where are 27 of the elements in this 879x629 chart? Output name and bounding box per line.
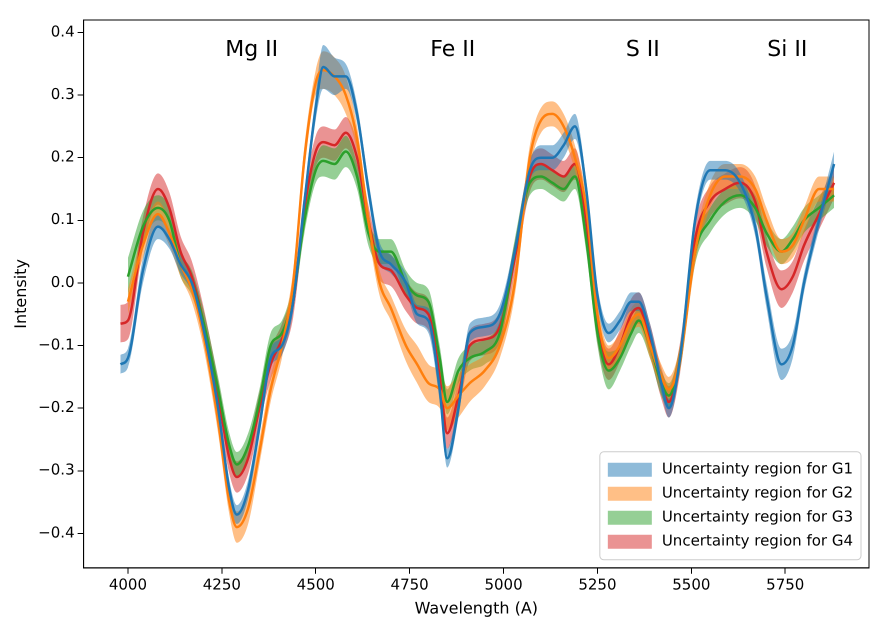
- x-axis-title: Wavelength (A): [414, 598, 538, 618]
- legend-label: Uncertainty region for G1: [662, 460, 853, 478]
- y-tick-label: −0.3: [38, 460, 75, 479]
- annotation: S II: [626, 36, 660, 62]
- y-tick-label: −0.1: [38, 335, 75, 354]
- x-tick-label: 4500: [296, 576, 335, 594]
- legend-label: Uncertainty region for G2: [662, 484, 853, 502]
- y-tick-label: 0.0: [50, 272, 75, 291]
- x-tick-label: 5250: [578, 576, 617, 594]
- x-tick-label: 4750: [390, 576, 429, 594]
- x-tick-label: 5750: [766, 576, 804, 594]
- legend-label: Uncertainty region for G4: [662, 532, 853, 550]
- y-tick-label: 0.3: [50, 85, 75, 104]
- y-tick-label: 0.2: [50, 148, 75, 166]
- annotation: Si II: [767, 36, 808, 62]
- legend-label: Uncertainty region for G3: [662, 508, 853, 526]
- y-axis-title: Intensity: [10, 259, 30, 329]
- y-tick-label: −0.4: [38, 523, 75, 542]
- x-tick-label: 5500: [672, 576, 710, 594]
- x-tick-label: 5000: [484, 576, 523, 594]
- annotation: Fe II: [430, 36, 476, 62]
- annotation: Mg II: [225, 36, 278, 62]
- x-tick-label: 4000: [108, 576, 148, 594]
- y-tick-label: 0.1: [50, 210, 75, 228]
- x-tick-label: 4250: [202, 576, 241, 594]
- y-tick-label: −0.2: [38, 398, 75, 416]
- y-tick-label: 0.4: [50, 22, 75, 40]
